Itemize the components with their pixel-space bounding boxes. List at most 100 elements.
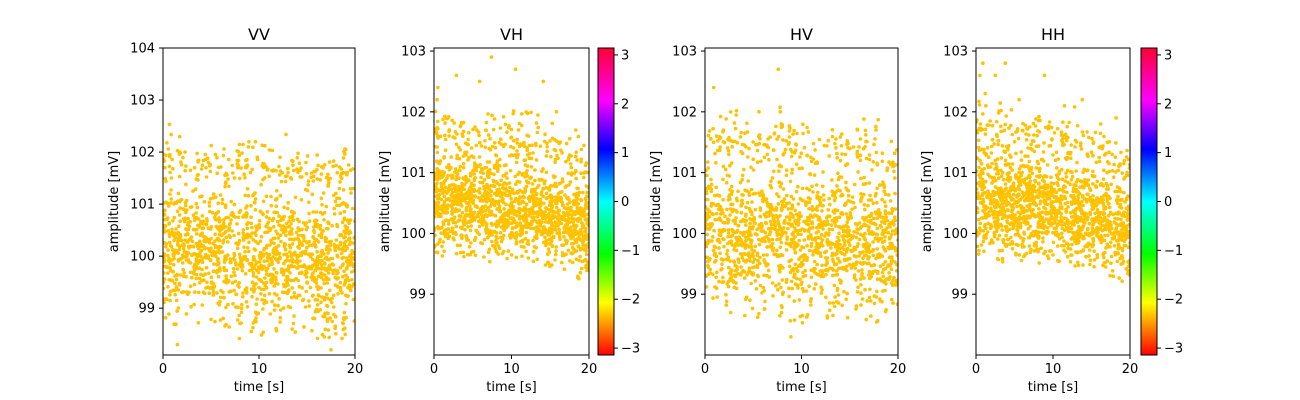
- data-point: [322, 252, 326, 256]
- data-point: [573, 154, 578, 159]
- data-point: [553, 160, 557, 164]
- data-point: [523, 224, 528, 228]
- data-point: [858, 153, 863, 158]
- data-point: [259, 292, 263, 296]
- data-point: [219, 165, 223, 169]
- data-point: [169, 278, 174, 283]
- data-point: [500, 214, 505, 218]
- data-point: [707, 227, 712, 231]
- data-point: [801, 254, 805, 258]
- data-point: [479, 175, 483, 180]
- data-point: [881, 267, 886, 272]
- data-point: [763, 299, 767, 304]
- data-point: [446, 219, 451, 223]
- data-point: [197, 239, 202, 244]
- data-point: [881, 180, 885, 184]
- data-point: [499, 142, 504, 146]
- data-point: [176, 258, 181, 262]
- data-point: [546, 247, 551, 251]
- data-point: [773, 227, 777, 231]
- data-point: [297, 246, 302, 250]
- data-point: [758, 208, 763, 212]
- data-point: [581, 190, 585, 195]
- data-point: [461, 176, 465, 180]
- data-point: [892, 151, 897, 155]
- data-point: [726, 234, 730, 239]
- data-point: [512, 199, 517, 204]
- data-point: [183, 200, 188, 205]
- data-point: [254, 319, 258, 324]
- data-point: [167, 164, 172, 169]
- data-point: [247, 249, 251, 254]
- data-point: [265, 230, 270, 234]
- y-tick-label: 101: [401, 166, 426, 181]
- data-point: [571, 219, 575, 223]
- data-point: [182, 255, 186, 259]
- data-point: [724, 181, 729, 185]
- data-point: [540, 213, 544, 218]
- data-point: [320, 273, 324, 278]
- data-point: [1103, 265, 1108, 269]
- data-point: [257, 260, 262, 264]
- data-point: [535, 215, 539, 219]
- data-point: [845, 257, 850, 261]
- data-point: [574, 195, 578, 199]
- data-point: [434, 127, 439, 131]
- data-point: [797, 298, 802, 302]
- data-point: [855, 244, 860, 249]
- data-point: [865, 224, 870, 228]
- data-point: [487, 168, 492, 172]
- data-point: [461, 165, 466, 170]
- data-point: [862, 218, 867, 222]
- data-point: [802, 238, 807, 242]
- data-point: [749, 165, 753, 170]
- data-point: [305, 245, 309, 250]
- data-point: [751, 140, 755, 144]
- data-point: [858, 137, 863, 141]
- data-point: [742, 230, 746, 235]
- data-point: [316, 293, 321, 297]
- data-point: [785, 235, 789, 239]
- data-point: [266, 254, 271, 258]
- data-point: [822, 198, 826, 202]
- data-point: [265, 259, 270, 263]
- data-point: [274, 281, 278, 286]
- data-point: [204, 175, 209, 179]
- data-point: [322, 298, 327, 302]
- data-point: [545, 141, 549, 146]
- data-point: [555, 215, 560, 220]
- data-point: [863, 128, 868, 133]
- data-point: [480, 223, 485, 227]
- data-point: [536, 202, 540, 207]
- data-point: [793, 262, 798, 267]
- data-point: [295, 217, 300, 221]
- data-point: [215, 270, 219, 275]
- data-point: [893, 191, 897, 196]
- data-point: [511, 109, 516, 113]
- data-point: [520, 199, 525, 204]
- data-point: [729, 190, 734, 194]
- data-point: [204, 265, 209, 270]
- data-point: [806, 222, 811, 227]
- data-point: [865, 299, 869, 303]
- data-point: [748, 298, 752, 303]
- data-point: [554, 205, 559, 210]
- data-point: [352, 264, 355, 269]
- data-point: [584, 234, 588, 239]
- data-point: [751, 254, 755, 258]
- data-point: [254, 233, 258, 237]
- data-point: [164, 244, 168, 249]
- data-point: [207, 200, 212, 205]
- data-point: [738, 135, 743, 139]
- data-point: [491, 178, 496, 183]
- data-point: [506, 224, 510, 228]
- data-point: [708, 257, 712, 261]
- data-point: [875, 247, 879, 251]
- data-point: [739, 211, 744, 215]
- data-point: [332, 312, 336, 317]
- data-point: [236, 158, 241, 163]
- data-point: [870, 249, 874, 254]
- data-point: [237, 313, 241, 318]
- data-point: [852, 182, 857, 187]
- data-point: [535, 130, 540, 135]
